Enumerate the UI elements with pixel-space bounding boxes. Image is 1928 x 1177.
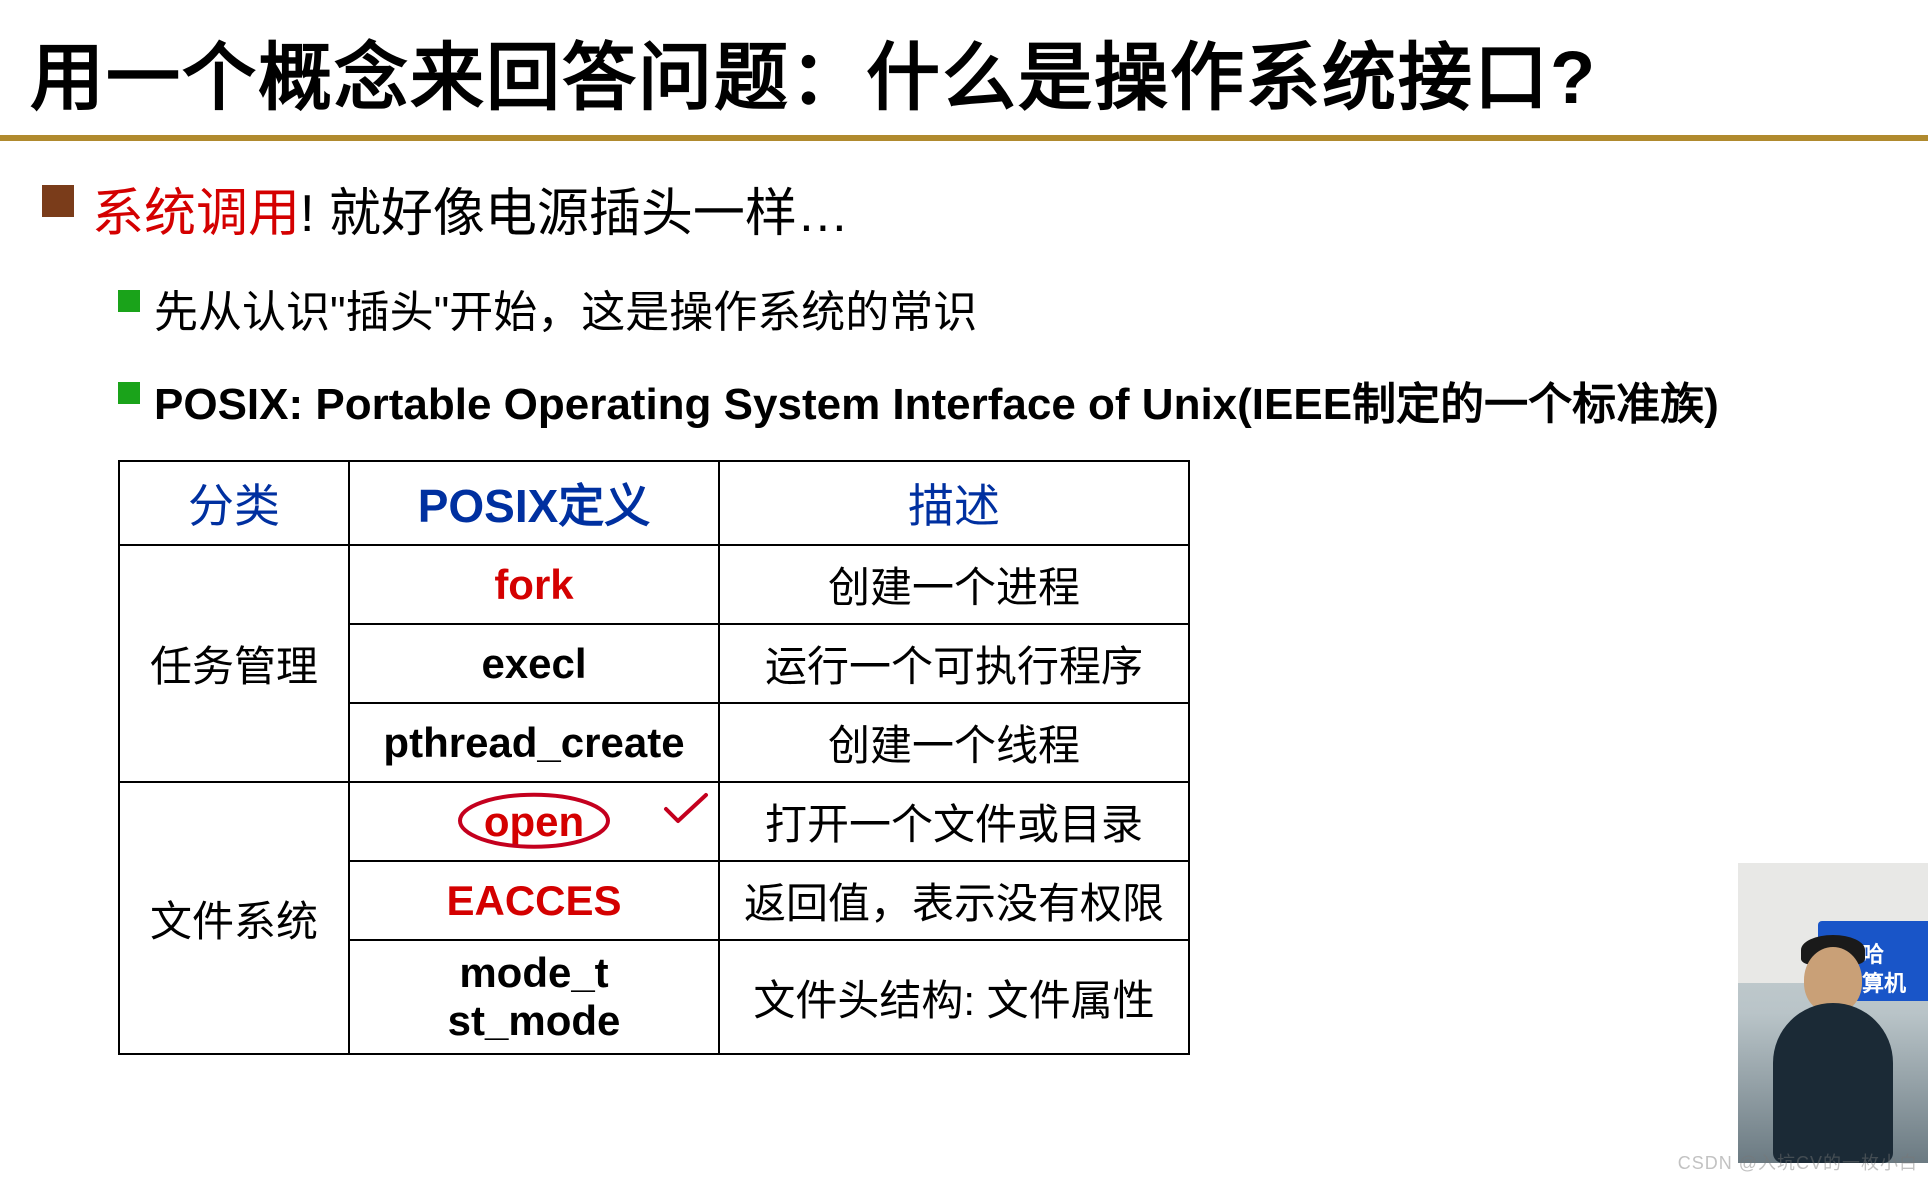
title-underline [0, 135, 1928, 141]
posix-table: 分类 POSIX定义 描述 任务管理 fork 创建一个进程 execl 运行一… [118, 460, 1190, 1055]
bullet1-rest: ! 就好像电源插头一样… [300, 185, 849, 243]
table-header-row: 分类 POSIX定义 描述 [119, 461, 1189, 545]
banner-line1: 哈 [1862, 942, 1884, 967]
bullet1-text: 系统调用! 就好像电源插头一样… [92, 171, 849, 246]
cell-def: execl [349, 624, 719, 703]
sub-bullet-1: 先从认识"插头"开始，这是操作系统的常识 [0, 276, 1928, 340]
cell-category: 任务管理 [119, 545, 349, 782]
th-description: 描述 [719, 461, 1189, 545]
person-body [1773, 1003, 1893, 1163]
cell-def-open: open [349, 782, 719, 861]
cell-category: 文件系统 [119, 782, 349, 1054]
square-bullet-icon [118, 382, 140, 404]
lecturer-video: 哈 计算机 [1738, 863, 1928, 1163]
open-text: open [484, 798, 584, 845]
cell-desc: 返回值，表示没有权限 [719, 861, 1189, 940]
th-category: 分类 [119, 461, 349, 545]
square-bullet-icon [42, 185, 74, 217]
sub1-text: 先从认识"插头"开始，这是操作系统的常识 [154, 276, 977, 340]
cell-desc: 打开一个文件或目录 [719, 782, 1189, 861]
cell-def: EACCES [349, 861, 719, 940]
th-posix-def: POSIX定义 [349, 461, 719, 545]
table-row: 任务管理 fork 创建一个进程 [119, 545, 1189, 624]
square-bullet-icon [118, 290, 140, 312]
watermark: CSDN @入坑CV的一枚小白 [1678, 1149, 1918, 1175]
cell-desc: 运行一个可执行程序 [719, 624, 1189, 703]
cell-def: fork [349, 545, 719, 624]
checkmark-annotation-icon [662, 791, 710, 831]
cell-def: pthread_create [349, 703, 719, 782]
cell-desc: 创建一个进程 [719, 545, 1189, 624]
sub2-text: POSIX: Portable Operating System Interfa… [154, 368, 1719, 432]
cell-desc: 文件头结构: 文件属性 [719, 940, 1189, 1054]
bullet1-highlight: 系统调用 [92, 185, 300, 243]
table-row: 文件系统 open 打开一个文件或目录 [119, 782, 1189, 861]
sub-bullet-2: POSIX: Portable Operating System Interfa… [0, 368, 1928, 432]
bullet-level1: 系统调用! 就好像电源插头一样… [0, 171, 1928, 246]
cell-def: mode_t st_mode [349, 940, 719, 1054]
slide-title: 用一个概念来回答问题：什么是操作系统接口? [0, 0, 1928, 135]
cell-desc: 创建一个线程 [719, 703, 1189, 782]
